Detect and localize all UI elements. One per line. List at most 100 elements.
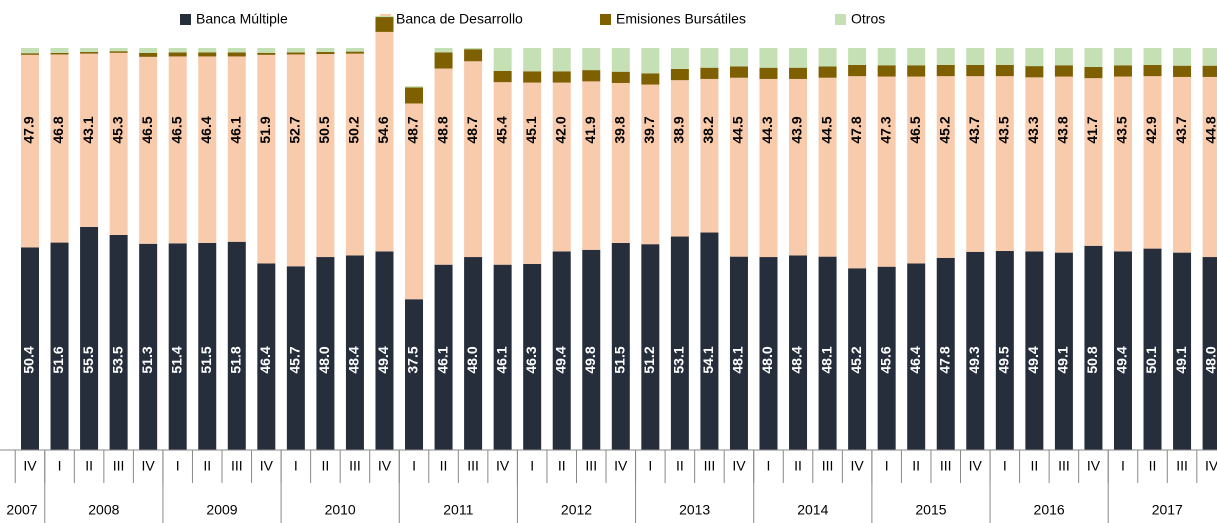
x-tick-label: II	[85, 458, 93, 474]
bar-segment	[1173, 76, 1192, 253]
value-label: 46.8	[50, 116, 66, 143]
value-label: 43.1	[80, 116, 96, 143]
value-label: 50.8	[1084, 346, 1100, 373]
bar-segment	[1113, 65, 1132, 77]
bar-segment	[966, 251, 985, 450]
bar-segment	[139, 56, 158, 244]
x-tick-label: IV	[732, 458, 746, 474]
bar-segment	[789, 48, 808, 68]
value-label: 48.4	[346, 346, 362, 373]
x-tick-label: I	[767, 458, 771, 474]
value-label: 46.4	[198, 116, 214, 143]
bar-segment	[552, 48, 571, 72]
x-tick-label: IV	[1205, 458, 1217, 474]
bar-segment	[641, 244, 660, 450]
bar-segment	[1173, 48, 1192, 66]
bar-segment	[434, 68, 453, 265]
bar-segment	[464, 61, 483, 258]
bar-segment	[345, 53, 364, 256]
value-label: 43.8	[1055, 116, 1071, 143]
bar-segment	[759, 48, 778, 68]
value-label: 49.4	[1025, 346, 1041, 373]
bar-segment	[995, 251, 1014, 450]
bar-segment	[1202, 65, 1217, 77]
value-label: 48.0	[1202, 346, 1217, 373]
x-tick-label: III	[1058, 458, 1070, 474]
x-tick-label: II	[794, 458, 802, 474]
x-tick-label: III	[704, 458, 716, 474]
value-label: 49.4	[375, 346, 391, 373]
bar-segment	[1025, 251, 1044, 450]
bar-segment	[1025, 66, 1044, 78]
x-tick-label: III	[113, 458, 125, 474]
bar-segment	[80, 48, 99, 53]
value-label: 41.7	[1084, 116, 1100, 143]
value-label: 48.0	[759, 346, 775, 373]
bar-segment	[493, 48, 512, 71]
legend-label: Emisiones Bursátiles	[616, 11, 746, 27]
bar-segment	[523, 71, 542, 83]
bar-segment	[848, 268, 867, 450]
bar-segment	[700, 78, 719, 233]
bar-segment	[818, 48, 837, 67]
x-tick-label: I	[58, 458, 62, 474]
year-label: 2016	[1034, 502, 1065, 518]
bar-segment	[375, 15, 394, 18]
value-label: 48.7	[464, 116, 480, 143]
bar-segment	[316, 48, 335, 53]
bar-segment	[168, 52, 187, 57]
bar-segment	[109, 48, 128, 52]
value-label: 46.1	[493, 346, 509, 373]
value-label: 41.9	[582, 116, 598, 143]
bar-segment	[1202, 257, 1217, 450]
bar-segment	[759, 257, 778, 450]
x-tick-label: I	[1003, 458, 1007, 474]
bar-segment	[493, 82, 512, 265]
value-label: 37.5	[405, 346, 421, 373]
value-label: 49.8	[582, 346, 598, 373]
value-label: 44.5	[730, 116, 746, 143]
x-tick-label: IV	[260, 458, 274, 474]
bar-segment	[50, 48, 69, 53]
value-label: 46.1	[434, 346, 450, 373]
x-tick-label: IV	[614, 458, 628, 474]
bar-segment	[907, 48, 926, 66]
value-label: 45.3	[109, 116, 125, 143]
x-tick-label: I	[1121, 458, 1125, 474]
value-label: 53.1	[671, 346, 687, 373]
x-tick-label: II	[1149, 458, 1157, 474]
value-label: 48.0	[316, 346, 332, 373]
x-tick-label: III	[349, 458, 361, 474]
year-label: 2009	[206, 502, 237, 518]
value-label: 43.7	[966, 116, 982, 143]
value-label: 42.0	[552, 116, 568, 143]
bar-segment	[1202, 48, 1217, 66]
legend-label: Banca Múltiple	[196, 11, 288, 27]
value-label: 46.5	[168, 116, 184, 143]
value-label: 51.2	[641, 346, 657, 373]
value-label: 44.5	[818, 116, 834, 143]
bar-segment	[168, 56, 187, 244]
bar-segment	[493, 70, 512, 83]
value-label: 48.1	[818, 346, 834, 373]
x-tick-label: IV	[142, 458, 156, 474]
bar-segment	[21, 48, 39, 54]
value-label: 48.0	[464, 346, 480, 373]
x-tick-label: II	[676, 458, 684, 474]
value-label: 47.9	[21, 116, 37, 143]
bar-segment	[1113, 76, 1132, 252]
bar-segment	[552, 71, 571, 83]
bar-segment	[877, 76, 896, 267]
bar-segment	[877, 48, 896, 66]
bar-segment	[611, 48, 630, 72]
year-label: 2007	[6, 502, 37, 518]
value-label: 44.3	[759, 116, 775, 143]
bar-segment	[700, 232, 719, 450]
bar-segment	[405, 87, 424, 104]
legend-swatch	[600, 14, 611, 25]
bar-segment	[21, 53, 39, 55]
bar-segment	[1113, 251, 1132, 450]
bar-segment	[995, 76, 1014, 252]
bar-segment	[729, 48, 748, 67]
value-label: 47.3	[877, 116, 893, 143]
